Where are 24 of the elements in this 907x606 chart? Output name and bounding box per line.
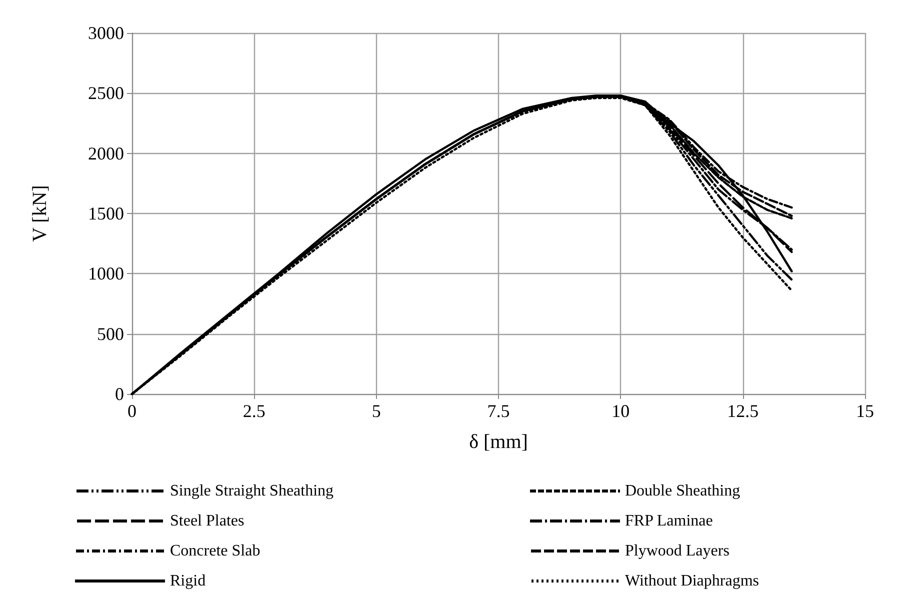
x-tick-label: 2.5	[242, 401, 266, 421]
x-axis-title: δ [mm]	[469, 431, 528, 453]
y-tick-label: 2000	[88, 143, 124, 164]
legend-label: Plywood Layers	[625, 542, 730, 560]
x-tick-label: 5	[372, 401, 381, 421]
y-tick-label: 3000	[88, 23, 124, 43]
y-tick-label: 500	[97, 324, 124, 344]
legend-label: Concrete Slab	[170, 542, 260, 560]
legend-label: Single Straight Sheathing	[170, 482, 334, 500]
legend-label: Steel Plates	[170, 512, 244, 530]
legend-label: Rigid	[170, 572, 206, 590]
x-tick-label: 7.5	[487, 401, 510, 421]
y-tick-label: 1000	[88, 264, 124, 284]
x-tick-label: 15	[856, 401, 874, 421]
legend-label: Without Diaphragms	[625, 572, 759, 590]
y-tick-label: 2500	[88, 83, 124, 104]
legend-label: FRP Laminae	[625, 512, 713, 530]
x-tick-label: 0	[128, 401, 136, 421]
legend-label: Double Sheathing	[625, 482, 740, 500]
x-tick-label: 12.5	[727, 401, 759, 421]
y-tick-label: 1500	[88, 204, 124, 224]
y-tick-label: 0	[115, 384, 124, 404]
x-tick-label: 10	[612, 401, 630, 421]
y-axis-title: V [kN]	[29, 185, 51, 242]
